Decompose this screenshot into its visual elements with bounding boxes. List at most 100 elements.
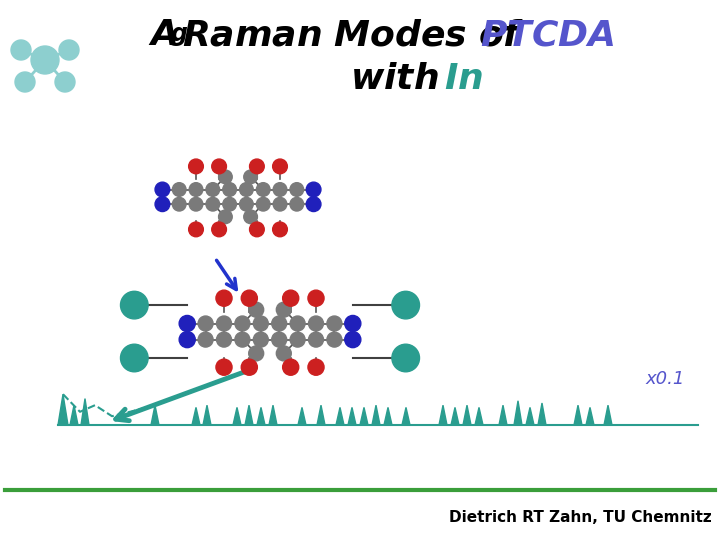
Polygon shape: [499, 405, 507, 425]
Circle shape: [306, 197, 321, 212]
Circle shape: [206, 198, 220, 211]
Circle shape: [179, 332, 195, 348]
Circle shape: [271, 316, 287, 331]
Circle shape: [155, 182, 170, 197]
Circle shape: [31, 46, 59, 74]
Circle shape: [248, 302, 264, 317]
Circle shape: [250, 159, 264, 174]
Circle shape: [276, 346, 292, 361]
Polygon shape: [514, 401, 522, 425]
Polygon shape: [233, 407, 241, 425]
Text: $\bfit{g}$: $\bfit{g}$: [170, 24, 188, 48]
Polygon shape: [463, 405, 471, 425]
Circle shape: [55, 72, 75, 92]
Circle shape: [217, 332, 231, 347]
Polygon shape: [538, 403, 546, 425]
Circle shape: [290, 316, 305, 331]
Circle shape: [172, 183, 186, 197]
Circle shape: [327, 316, 342, 331]
Text: $\bfit{A}$: $\bfit{A}$: [148, 18, 177, 52]
Circle shape: [235, 316, 250, 331]
Circle shape: [244, 170, 258, 184]
Polygon shape: [58, 394, 68, 425]
Circle shape: [206, 183, 220, 197]
Circle shape: [345, 315, 361, 332]
Circle shape: [283, 359, 299, 375]
Circle shape: [189, 159, 203, 174]
Polygon shape: [257, 407, 265, 425]
Circle shape: [198, 332, 213, 347]
Polygon shape: [586, 407, 594, 425]
Polygon shape: [245, 405, 253, 425]
Polygon shape: [317, 405, 325, 425]
Circle shape: [250, 222, 264, 237]
Circle shape: [11, 40, 31, 60]
Circle shape: [216, 359, 232, 375]
Polygon shape: [451, 407, 459, 425]
Circle shape: [189, 198, 203, 211]
Circle shape: [392, 344, 420, 372]
Circle shape: [256, 183, 270, 197]
Circle shape: [309, 316, 323, 331]
Polygon shape: [402, 407, 410, 425]
Polygon shape: [360, 407, 368, 425]
Polygon shape: [151, 405, 159, 425]
Circle shape: [244, 210, 258, 224]
Circle shape: [172, 198, 186, 211]
Circle shape: [189, 222, 203, 237]
Polygon shape: [348, 407, 356, 425]
Circle shape: [222, 198, 236, 211]
Circle shape: [155, 197, 170, 212]
Polygon shape: [336, 407, 344, 425]
Circle shape: [216, 290, 232, 306]
Circle shape: [256, 198, 270, 211]
Circle shape: [306, 182, 321, 197]
Circle shape: [392, 291, 420, 319]
Text: x0.1: x0.1: [645, 370, 685, 388]
Circle shape: [212, 159, 227, 174]
Circle shape: [222, 183, 236, 197]
Circle shape: [189, 183, 203, 197]
Polygon shape: [81, 399, 89, 425]
Polygon shape: [70, 405, 78, 425]
Circle shape: [212, 222, 227, 237]
Circle shape: [241, 359, 257, 375]
Circle shape: [273, 183, 287, 197]
Circle shape: [198, 316, 213, 331]
Circle shape: [59, 40, 79, 60]
Circle shape: [179, 315, 195, 332]
Circle shape: [120, 291, 148, 319]
Polygon shape: [384, 407, 392, 425]
Circle shape: [253, 316, 269, 331]
Polygon shape: [526, 407, 534, 425]
Circle shape: [120, 344, 148, 372]
Polygon shape: [475, 407, 483, 425]
Circle shape: [273, 159, 287, 174]
Polygon shape: [439, 405, 447, 425]
Circle shape: [276, 302, 292, 317]
Circle shape: [327, 332, 342, 347]
Circle shape: [345, 332, 361, 348]
Text: $\bfit{with\ }$: $\bfit{with\ }$: [350, 62, 438, 96]
Polygon shape: [203, 405, 211, 425]
Polygon shape: [604, 405, 612, 425]
Text: $\bfit{In}$: $\bfit{In}$: [444, 62, 483, 96]
Circle shape: [219, 210, 233, 224]
Circle shape: [290, 198, 304, 211]
Polygon shape: [574, 405, 582, 425]
Circle shape: [273, 198, 287, 211]
Circle shape: [290, 332, 305, 347]
Circle shape: [309, 332, 323, 347]
Circle shape: [15, 72, 35, 92]
Circle shape: [273, 222, 287, 237]
Circle shape: [217, 316, 231, 331]
Circle shape: [271, 332, 287, 347]
Polygon shape: [298, 407, 306, 425]
Circle shape: [308, 359, 324, 375]
Circle shape: [283, 290, 299, 306]
Circle shape: [253, 332, 269, 347]
Polygon shape: [269, 405, 277, 425]
Circle shape: [290, 183, 304, 197]
Circle shape: [240, 198, 253, 211]
Polygon shape: [192, 407, 200, 425]
